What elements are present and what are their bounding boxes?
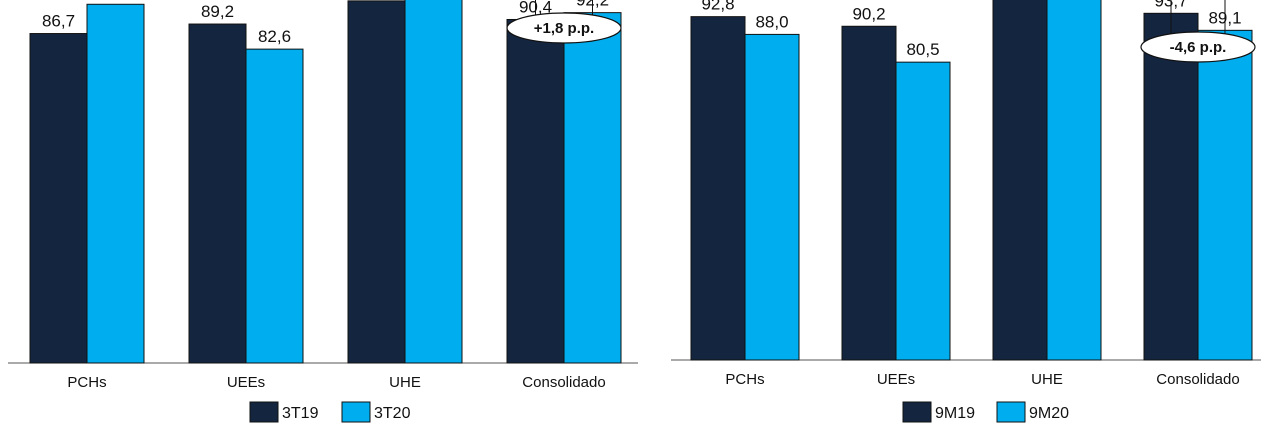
annotation-bubble [1140, 31, 1256, 63]
legend-swatch-9m19 [902, 401, 932, 423]
value-label: 94,4 [99, 0, 132, 1]
category-label: UHE [1031, 371, 1063, 388]
category-label: Consolidado [1156, 371, 1239, 388]
legend-label-3t20: 3T20 [374, 405, 411, 422]
bar-9m20-pchs [744, 33, 800, 361]
bar-9m19-pchs [690, 16, 746, 361]
category-label: UEEs [227, 374, 265, 391]
legend-swatch-3t19 [249, 401, 279, 423]
bar-3t20-uees [245, 48, 304, 364]
legend-label-3t19: 3T19 [282, 405, 319, 422]
bar-9m20-consolidado [1197, 29, 1253, 361]
annotation-label: +1,8 p.p. [534, 20, 594, 37]
value-label: 88,0 [755, 12, 788, 31]
value-label: 92,8 [701, 0, 734, 14]
value-label: 80,5 [906, 40, 939, 59]
bar-3t20-consolidado [563, 12, 622, 364]
bar-3t20-pchs [86, 3, 145, 364]
legend-swatch-9m20 [996, 401, 1026, 423]
bar-3t20-uhe [404, 0, 463, 364]
category-label: UHE [389, 374, 421, 391]
bar-9m19-uhe [992, 0, 1048, 361]
bar-9m19-uees [841, 25, 897, 361]
category-label: PCHs [725, 371, 764, 388]
bar-3t19-uhe [347, 0, 406, 364]
bar-9m19-consolidado [1143, 12, 1199, 361]
category-label: Consolidado [522, 374, 605, 391]
bar-3t19-consolidado [506, 18, 565, 364]
annotation-bubble [506, 12, 622, 44]
bar-9m20-uees [895, 61, 951, 361]
bar-3t19-pchs [29, 33, 88, 364]
legend-swatch-3t20 [341, 401, 371, 423]
annotation-label: -4,6 p.p. [1170, 39, 1227, 56]
value-label: 89,2 [201, 2, 234, 21]
value-label: 90,2 [852, 4, 885, 23]
value-label: 86,7 [42, 12, 75, 31]
chart-panel-1: 86,794,4PCHs89,282,6UEEs95,399,7UHE90,49… [8, 0, 638, 423]
bar-3t19-uees [188, 23, 247, 364]
value-label: 82,6 [258, 27, 291, 46]
bar-9m20-uhe [1046, 0, 1102, 361]
category-label: PCHs [67, 374, 106, 391]
category-label: UEEs [877, 371, 915, 388]
legend-label-9m20: 9M20 [1029, 405, 1069, 422]
legend-label-9m19: 9M19 [935, 405, 975, 422]
chart-panel-2: 92,888,0PCHs90,280,5UEEs98,198,8UHE93,78… [671, 0, 1261, 423]
